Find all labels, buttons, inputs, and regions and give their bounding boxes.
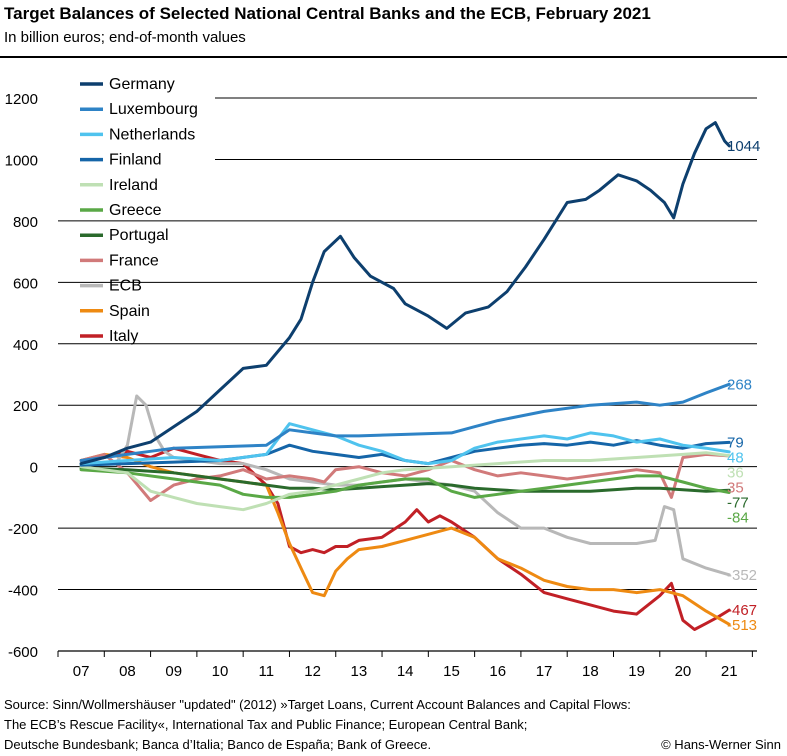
target-balances-chart: -600 -400 -200 0 200 400 600 800 1000 1200 07 08 09… bbox=[5, 76, 761, 680]
end-label-france: 35 bbox=[727, 479, 744, 496]
y-tick-label: -600 bbox=[8, 644, 38, 661]
x-tick-label: 21 bbox=[721, 663, 738, 680]
end-label-spain: -513 bbox=[727, 617, 757, 634]
x-tick-label: 14 bbox=[397, 663, 414, 680]
header-rule bbox=[0, 56, 787, 58]
y-tick-label: 0 bbox=[30, 460, 38, 477]
legend-label: Finland bbox=[109, 152, 161, 169]
copyright: © Hans-Werner Sinn bbox=[661, 737, 781, 752]
end-label-ireland: 36 bbox=[727, 464, 744, 481]
end-label-greece: -84 bbox=[727, 509, 749, 526]
x-axis-ticks: 07 08 09 10 11 12 13 14 15 16 17 18 19 20 21 bbox=[57, 650, 757, 680]
x-tick-label: 11 bbox=[259, 663, 275, 680]
legend-label: Italy bbox=[109, 328, 138, 345]
legend: Germany Luxembourg Netherlands Finland Irela… bbox=[80, 76, 198, 345]
legend-label: Portugal bbox=[109, 227, 169, 244]
x-tick-label: 17 bbox=[536, 663, 553, 680]
legend-label: Ireland bbox=[109, 177, 158, 194]
source-line-2: The ECB’s Rescue Facility«, Internationa… bbox=[4, 717, 528, 732]
x-tick-label: 13 bbox=[351, 663, 368, 680]
source-line-3: Deutsche Bundesbank; Banca d’Italia; Ban… bbox=[4, 737, 432, 752]
y-tick-label: 200 bbox=[13, 398, 38, 415]
grid bbox=[58, 97, 757, 591]
end-label-finland: 79 bbox=[727, 434, 744, 451]
end-label-germany: 1044 bbox=[727, 138, 760, 155]
series-line-ireland bbox=[79, 451, 731, 512]
x-tick-label: 12 bbox=[304, 663, 321, 680]
series-line-netherlands bbox=[79, 422, 731, 466]
x-tick-label: 18 bbox=[582, 663, 599, 680]
end-label-luxembourg: 268 bbox=[727, 376, 752, 393]
series-line-france bbox=[79, 452, 731, 502]
x-tick-label: 08 bbox=[119, 663, 136, 680]
end-label-portugal: -77 bbox=[727, 494, 749, 511]
y-tick-label: 1200 bbox=[5, 91, 38, 108]
legend-label: Netherlands bbox=[109, 126, 195, 143]
legend-label: Greece bbox=[109, 202, 162, 219]
x-tick-label: 09 bbox=[165, 663, 182, 680]
series-lines bbox=[79, 121, 731, 631]
x-tick-label: 10 bbox=[212, 663, 229, 680]
y-tick-label: 1000 bbox=[5, 152, 38, 169]
y-axis-ticks: -600 -400 -200 0 200 400 600 800 1000 1200 bbox=[5, 91, 38, 661]
series-line-greece bbox=[79, 468, 731, 499]
end-label-ecb: -352 bbox=[727, 567, 757, 584]
chart-subtitle: In billion euros; end-of-month values bbox=[4, 29, 246, 46]
end-label-italy: -467 bbox=[727, 602, 757, 619]
y-tick-label: 600 bbox=[13, 275, 38, 292]
legend-label: Spain bbox=[109, 303, 150, 320]
y-tick-label: -400 bbox=[8, 583, 38, 600]
x-tick-label: 16 bbox=[489, 663, 506, 680]
y-tick-label: 400 bbox=[13, 337, 38, 354]
x-tick-label: 20 bbox=[675, 663, 692, 680]
x-tick-label: 15 bbox=[443, 663, 460, 680]
legend-label: France bbox=[109, 252, 159, 269]
chart-title: Target Balances of Selected National Cen… bbox=[4, 4, 651, 23]
legend-label: Germany bbox=[109, 76, 175, 93]
series-line-germany bbox=[79, 121, 731, 466]
series-line-luxembourg bbox=[79, 382, 731, 462]
legend-label: ECB bbox=[109, 278, 142, 295]
y-tick-label: -200 bbox=[8, 521, 38, 538]
source-line-1: Source: Sinn/Wollmershäuser "updated" (2… bbox=[4, 697, 631, 712]
end-label-netherlands: 48 bbox=[727, 449, 744, 466]
legend-label: Luxembourg bbox=[109, 101, 198, 118]
y-tick-label: 800 bbox=[13, 214, 38, 231]
x-tick-label: 07 bbox=[73, 663, 90, 680]
x-tick-label: 19 bbox=[628, 663, 645, 680]
